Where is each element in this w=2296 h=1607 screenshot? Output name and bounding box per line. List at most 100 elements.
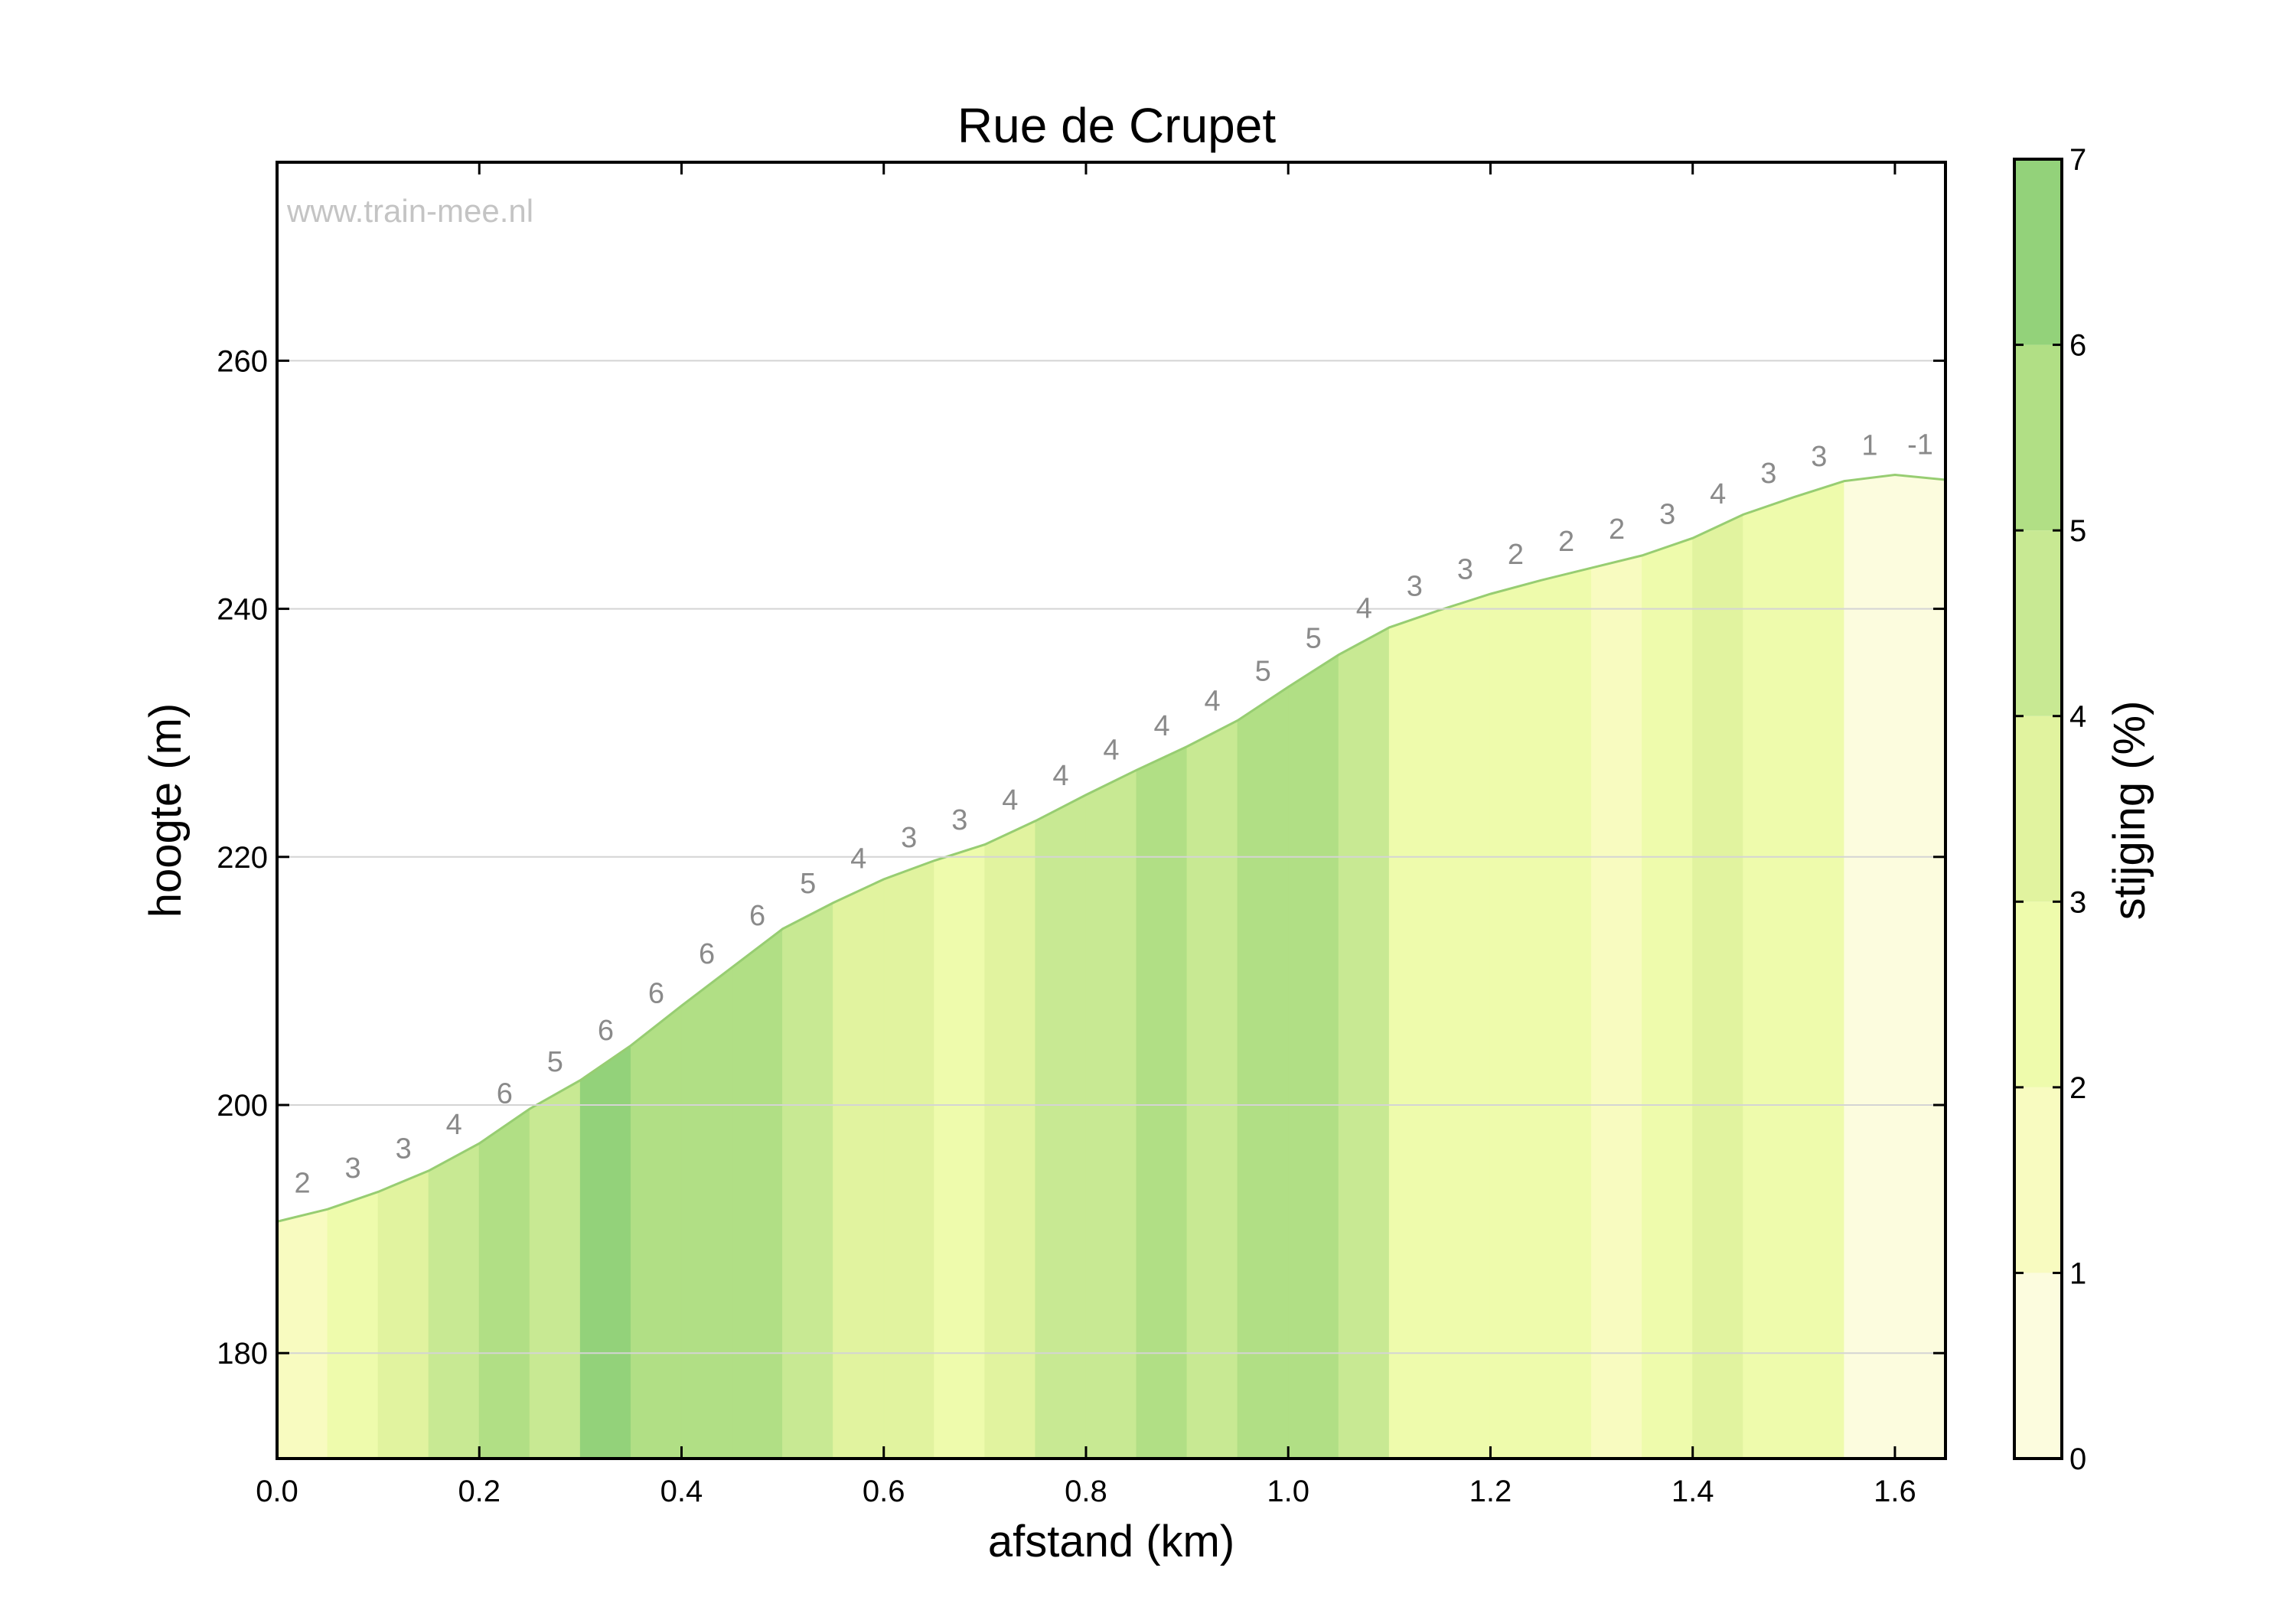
gradient-segment (782, 901, 834, 1459)
gradient-label: 3 (396, 1133, 412, 1165)
gradient-label: 6 (648, 977, 664, 1009)
x-tick-label: 1.6 (1874, 1475, 1916, 1508)
gradient-label: 3 (1760, 458, 1776, 490)
colorbar-tick-label: 2 (2069, 1071, 2086, 1105)
gradient-segment (428, 1143, 480, 1459)
x-tick-label: 1.4 (1671, 1475, 1714, 1508)
gradient-label: 2 (1508, 539, 1524, 571)
y-tick-label: 200 (217, 1089, 268, 1123)
gradient-label: -1 (1907, 429, 1933, 461)
colorbar-swatch (2014, 1273, 2062, 1459)
elevation-line (276, 473, 1946, 1223)
gradient-segment (579, 1045, 631, 1459)
colorbar-tick-label: 1 (2069, 1257, 2086, 1290)
gradient-segment (1186, 719, 1238, 1459)
gradient-segment (833, 878, 885, 1459)
colorbar-swatch (2014, 715, 2062, 902)
gradient-label: 1 (1861, 430, 1877, 462)
colorbar-swatch (2014, 1087, 2062, 1273)
gradient-label: 4 (1002, 784, 1018, 817)
x-tick-label: 0.6 (863, 1475, 905, 1508)
y-tick-label: 240 (217, 593, 268, 627)
gradient-segment (1642, 537, 1694, 1459)
y-axis-title: hoogte (m) (141, 703, 191, 918)
x-tick-label: 1.0 (1267, 1475, 1309, 1508)
colorbar-tick-label: 3 (2069, 885, 2086, 919)
gradient-segment (1085, 769, 1137, 1459)
colorbar-swatch (2014, 901, 2062, 1087)
gradient-label: 4 (1052, 760, 1068, 792)
gradient-segment (1844, 474, 1896, 1459)
gradient-label: 4 (1710, 478, 1726, 510)
colorbar-frame (2013, 158, 2063, 1460)
x-axis: 0.0 0.2 0.4 0.6 0.8 1.0 1.2 1.4 1.6 (256, 162, 1916, 1508)
gradient-segment (1237, 686, 1289, 1459)
gradient-label: 6 (598, 1015, 614, 1047)
y-tick-label: 180 (217, 1337, 268, 1371)
gradient-label: 3 (901, 822, 917, 854)
x-tick-label: 0.0 (256, 1475, 298, 1508)
gradient-segment (732, 927, 784, 1459)
gradient-segment (1743, 496, 1795, 1459)
gradient-label: 3 (951, 804, 967, 836)
gradient-label: 3 (1407, 571, 1423, 603)
y-tick-label: 220 (217, 841, 268, 875)
gradient-label: 6 (749, 900, 765, 932)
gradient-label: 4 (1205, 685, 1221, 717)
gradient-segment (680, 966, 733, 1459)
gradient-label: 6 (497, 1078, 513, 1110)
colorbar-tick-label: 4 (2069, 700, 2086, 734)
gradient-label: 4 (1356, 593, 1372, 625)
gradient-label: 3 (1457, 554, 1473, 586)
y-axis: 180 200 220 240 260 (217, 344, 1945, 1371)
x-axis-title: afstand (km) (988, 1517, 1234, 1566)
gradient-segment (1287, 654, 1339, 1459)
gradient-label: 5 (547, 1046, 563, 1078)
x-tick-label: 0.4 (660, 1475, 703, 1508)
colorbar-swatch (2014, 159, 2062, 345)
gradient-label: 4 (850, 843, 866, 875)
gradient-label: 5 (1255, 656, 1271, 688)
gradient-label: 6 (699, 938, 715, 970)
colorbar-swatch (2014, 530, 2062, 716)
chart-title: Rue de Crupet (957, 98, 1276, 153)
x-tick-label: 0.8 (1065, 1475, 1107, 1508)
gradient-segment (529, 1079, 581, 1459)
colorbar-swatch (2014, 344, 2062, 531)
gradient-label: 4 (446, 1109, 462, 1141)
colorbar-tick-label: 5 (2069, 514, 2086, 548)
plot-frame (276, 161, 1947, 1460)
gradient-label: 4 (1153, 710, 1169, 742)
gradient-segment (630, 1005, 682, 1459)
gradient-label: 5 (1306, 623, 1322, 655)
colorbar-tick-label: 6 (2069, 329, 2086, 363)
gradient-segment (883, 859, 935, 1459)
gradient-segment (1793, 480, 1845, 1459)
gradient-label: 3 (1659, 499, 1675, 531)
gridlines (277, 360, 1945, 1354)
gradient-labels: 2 3 3 4 6 5 6 6 6 6 5 4 3 3 4 4 4 4 4 5 5 4 3 3 2 2 2 3 4 3 3 1 -1 (294, 429, 1932, 1200)
gradient-segment (1388, 609, 1440, 1459)
gradient-segment (276, 1208, 328, 1459)
gradient-segment (1035, 794, 1087, 1459)
gradient-segment (1136, 745, 1188, 1459)
gradient-label: 2 (1609, 513, 1625, 546)
y-tick-label: 260 (217, 344, 268, 378)
colorbar: 0 1 2 3 4 5 6 7 (2013, 143, 2086, 1476)
colorbar-tick-label: 0 (2069, 1442, 2086, 1476)
gradient-segment (1489, 579, 1542, 1459)
plot-area (276, 473, 1946, 1459)
colorbar-tick-label: 7 (2069, 143, 2086, 177)
gradient-segment (478, 1107, 530, 1459)
gradient-segment (984, 820, 1036, 1459)
x-tick-label: 0.2 (458, 1475, 501, 1508)
gradient-segment (1591, 555, 1643, 1459)
gradient-label: 2 (294, 1167, 310, 1199)
gradient-label: 3 (345, 1152, 361, 1185)
gradient-label: 4 (1103, 735, 1119, 767)
gradient-label: 3 (1811, 441, 1827, 473)
gradient-label: 5 (800, 868, 816, 900)
x-tick-label: 1.2 (1469, 1475, 1512, 1508)
gradient-segment (1894, 474, 1946, 1459)
